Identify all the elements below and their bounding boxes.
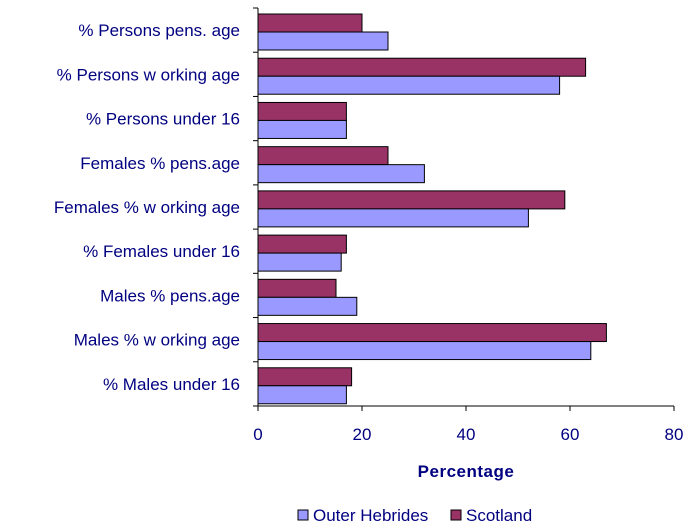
bar-scotland-4 (257, 190, 566, 210)
legend-label: Scotland (466, 506, 532, 525)
x-tick-label: 40 (457, 425, 476, 444)
legend-label: Outer Hebrides (313, 506, 428, 525)
x-axis-title: Percentage (418, 462, 515, 481)
axes-group (253, 7, 675, 411)
bar-outer-hebrides-3 (257, 164, 425, 184)
bar-scotland-1 (257, 57, 587, 77)
bar-outer-hebrides-7 (257, 341, 592, 361)
bar-scotland-2 (257, 101, 347, 121)
category-label: % Females under 16 (83, 242, 240, 261)
x-tick-label: 20 (353, 425, 372, 444)
legend-swatch-scotland (450, 509, 462, 521)
bars-group (257, 13, 607, 405)
category-label: % Males under 16 (103, 375, 240, 394)
legend: Outer Hebrides Scotland (297, 506, 532, 525)
bar-scotland-8 (257, 367, 353, 387)
category-label: % Persons under 16 (86, 110, 240, 129)
bar-scotland-6 (257, 278, 337, 298)
category-label: % Persons w orking age (57, 65, 240, 84)
category-labels: % Persons pens. age % Persons w orking ag… (54, 21, 240, 394)
x-tick-label: 60 (561, 425, 580, 444)
bar-scotland-3 (257, 146, 389, 166)
bar-scotland-7 (257, 323, 607, 343)
category-label: Males % pens.age (100, 286, 240, 305)
tick-labels: 0 20 40 60 80 (253, 425, 683, 444)
category-label: Females % w orking age (54, 198, 240, 217)
bar-outer-hebrides-6 (257, 296, 358, 316)
bar-scotland-5 (257, 234, 347, 254)
bar-outer-hebrides-4 (257, 208, 529, 228)
category-label: Males % w orking age (74, 331, 240, 350)
category-label: % Persons pens. age (78, 21, 240, 40)
x-tick-label: 0 (253, 425, 262, 444)
bar-outer-hebrides-2 (257, 119, 347, 139)
bar-scotland-0 (257, 13, 363, 33)
x-tick-label: 80 (665, 425, 684, 444)
bar-outer-hebrides-1 (257, 75, 561, 95)
category-label: Females % pens.age (80, 154, 240, 173)
bar-outer-hebrides-0 (257, 31, 389, 51)
bar-outer-hebrides-5 (257, 252, 342, 272)
legend-swatch-outer-hebrides (297, 509, 309, 521)
bar-outer-hebrides-8 (257, 385, 347, 405)
